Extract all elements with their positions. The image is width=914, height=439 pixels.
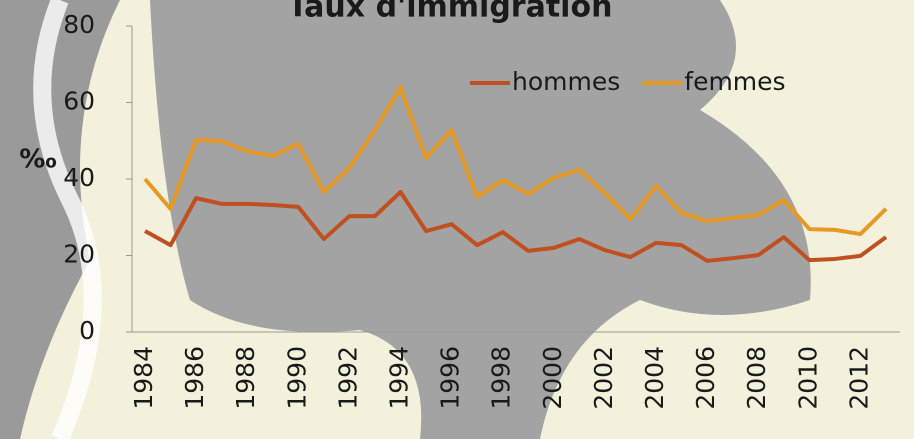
x-tick-label: 2010 xyxy=(793,346,822,410)
y-tick-label: 60 xyxy=(63,87,95,116)
y-tick-label: 0 xyxy=(79,316,95,345)
x-tick-label: 1996 xyxy=(436,346,465,410)
legend-label: femmes xyxy=(684,67,785,96)
chart-title: Taux d'immigration xyxy=(288,0,613,25)
x-tick-label: 1990 xyxy=(282,346,311,410)
x-tick-label: 2004 xyxy=(640,346,669,410)
x-tick-label: 1986 xyxy=(180,346,209,410)
decor xyxy=(0,0,120,439)
x-tick-label: 1994 xyxy=(385,346,414,410)
decor xyxy=(150,0,811,439)
series-line xyxy=(144,190,888,263)
y-tick-label: 40 xyxy=(63,163,95,192)
legend-label: hommes xyxy=(512,67,620,96)
x-tick-label: 2006 xyxy=(691,346,720,410)
y-tick-label: 80 xyxy=(63,10,95,39)
decor xyxy=(33,0,102,439)
y-axis-label: ‰ xyxy=(19,145,56,175)
x-tick-label: 1984 xyxy=(129,346,158,410)
x-tick-label: 1998 xyxy=(487,346,516,410)
x-tick-label: 1988 xyxy=(231,346,260,410)
x-tick-label: 2012 xyxy=(844,346,873,410)
x-tick-label: 2000 xyxy=(538,346,567,410)
x-tick-label: 2002 xyxy=(589,346,618,410)
x-tick-label: 2008 xyxy=(742,346,771,410)
y-tick-label: 20 xyxy=(63,240,95,269)
series-line xyxy=(143,85,888,237)
x-tick-label: 1992 xyxy=(333,346,362,410)
